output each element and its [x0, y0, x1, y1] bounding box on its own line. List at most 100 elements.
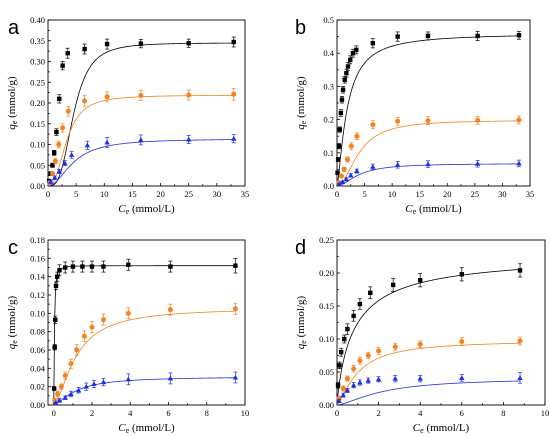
x-tick-label: 2 — [376, 408, 380, 418]
data-point — [231, 91, 237, 97]
series-1 — [336, 115, 522, 186]
data-point — [516, 117, 522, 123]
y-axis-symbol: q — [6, 343, 18, 349]
y-tick-label: 0.1 — [323, 148, 334, 158]
data-point — [231, 39, 236, 45]
data-point — [517, 268, 523, 273]
data-point — [335, 170, 340, 175]
y-axis-subscript: e — [10, 120, 19, 124]
y-tick-label: 0.2 — [323, 115, 334, 125]
data-point — [167, 375, 174, 381]
fit-curve — [53, 265, 236, 405]
data-point — [344, 70, 349, 76]
y-axis-unit: (mmol/g) — [6, 295, 18, 340]
panel-letter: b — [295, 17, 306, 39]
data-point — [48, 179, 54, 184]
data-point — [57, 96, 62, 102]
data-point — [348, 143, 354, 149]
data-point — [418, 278, 423, 283]
y-tick-label: 0.05 — [319, 367, 334, 377]
x-axis-label: Ce (mmol/L) — [405, 203, 462, 216]
x-axis-label: Ce (mmol/L) — [413, 422, 470, 435]
data-point — [357, 379, 363, 385]
x-tick-label: 25 — [184, 189, 193, 199]
y-tick-label: 0.04 — [30, 363, 46, 373]
data-point — [425, 118, 431, 124]
y-tick-label: 0.10 — [30, 140, 45, 150]
fit-curve — [48, 139, 234, 186]
y-tick-label: 0.05 — [30, 160, 45, 170]
y-tick-label: 0.25 — [30, 77, 45, 87]
x-tick-label: 0 — [335, 408, 339, 418]
data-point — [186, 41, 191, 46]
data-point — [68, 361, 74, 367]
fit-curve — [53, 377, 236, 405]
y-tick-label: 0.20 — [319, 268, 334, 278]
y-tick-label: 0.06 — [30, 345, 45, 355]
data-point — [70, 264, 76, 269]
y-tick-label: 0.5 — [323, 15, 334, 25]
data-point — [348, 172, 354, 178]
x-axis-unit: (mmol/L) — [129, 422, 175, 434]
data-point — [104, 94, 110, 100]
data-point — [344, 387, 351, 393]
data-point — [186, 92, 192, 98]
data-point — [345, 326, 350, 332]
series-2 — [48, 134, 237, 186]
x-tick-label: 10 — [388, 189, 397, 199]
y-tick-label: 0.00 — [30, 181, 45, 191]
y-axis-unit: (mmol/g) — [295, 76, 307, 121]
data-point — [65, 108, 71, 114]
x-tick-label: 30 — [213, 189, 222, 199]
y-tick-label: 0.30 — [30, 57, 45, 67]
x-tick-label: 30 — [498, 189, 507, 199]
x-tick-label: 6 — [460, 408, 464, 418]
data-point — [417, 375, 423, 381]
x-axis-unit: (mmol/L) — [424, 422, 470, 434]
data-point — [336, 181, 342, 187]
data-point — [91, 381, 97, 386]
data-point — [344, 376, 350, 382]
data-point — [138, 41, 144, 46]
series-2 — [336, 372, 523, 405]
x-tick-label: 10 — [541, 408, 550, 418]
data-point — [52, 400, 59, 406]
y-tick-label: 0.12 — [30, 290, 45, 300]
y-tick-label: 0.02 — [30, 382, 45, 392]
data-point — [341, 166, 347, 172]
data-point — [370, 41, 376, 46]
y-axis-unit: (mmol/g) — [295, 295, 307, 340]
x-tick-label: 15 — [128, 189, 137, 199]
x-axis-label: Ce (mmol/L) — [118, 203, 175, 216]
y-tick-label: 0.4 — [323, 48, 334, 58]
data-point — [368, 290, 373, 295]
data-point — [100, 379, 107, 385]
x-tick-label: 8 — [205, 408, 209, 418]
data-point — [168, 264, 173, 269]
data-point — [53, 283, 59, 289]
series-2 — [52, 371, 239, 406]
x-tick-label: 25 — [471, 189, 480, 199]
data-point — [54, 129, 59, 135]
series-1 — [47, 88, 237, 186]
y-tick-label: 0.15 — [319, 301, 334, 311]
x-tick-label: 10 — [100, 189, 109, 199]
y-axis-unit: (mmol/g) — [6, 76, 18, 121]
y-axis-symbol: q — [295, 124, 307, 130]
x-tick-label: 4 — [128, 408, 133, 418]
y-tick-label: 0.15 — [30, 119, 45, 129]
data-point — [51, 150, 57, 155]
fit-curve — [53, 310, 236, 405]
y-axis-label: qe (mmol/g) — [295, 295, 308, 349]
data-point — [336, 398, 342, 404]
data-point — [186, 136, 192, 142]
x-tick-label: 4 — [418, 408, 423, 418]
y-tick-label: 0.35 — [30, 36, 45, 46]
series-0 — [335, 263, 523, 405]
fit-curve — [337, 342, 521, 405]
data-point — [351, 313, 356, 319]
data-point — [345, 64, 351, 69]
y-tick-label: 0.16 — [30, 253, 45, 263]
y-axis-subscript: e — [10, 340, 19, 344]
data-point — [62, 160, 68, 166]
